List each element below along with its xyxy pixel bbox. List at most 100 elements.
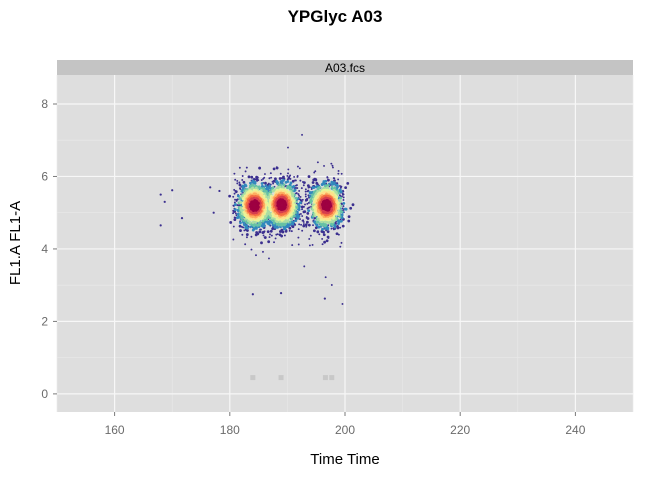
data-point [263, 236, 267, 239]
data-point [244, 184, 248, 188]
data-point [288, 220, 292, 224]
data-point [240, 203, 243, 206]
grid [56, 75, 634, 412]
data-point [240, 189, 244, 193]
data-point [314, 226, 318, 230]
data-point [312, 186, 316, 189]
data-point [284, 229, 288, 233]
data-point [284, 184, 287, 187]
data-point [306, 184, 310, 188]
data-point [339, 245, 342, 248]
data-point [291, 244, 294, 247]
data-point [299, 195, 302, 198]
data-point [337, 211, 341, 214]
data-point [266, 230, 270, 234]
data-point [233, 172, 236, 175]
data-point [341, 207, 344, 210]
data-point [307, 190, 309, 192]
outlier-point [159, 224, 162, 227]
data-point [268, 236, 271, 239]
data-point [272, 182, 275, 185]
data-point [241, 233, 244, 236]
y-tick-label: 0 [41, 387, 48, 401]
data-point [316, 230, 320, 234]
data-point [302, 224, 306, 228]
data-point [351, 203, 355, 207]
data-point [326, 176, 329, 179]
data-point [307, 201, 310, 204]
data-point [306, 202, 309, 205]
data-point [258, 166, 262, 170]
data-point [270, 234, 273, 237]
data-point [245, 224, 249, 228]
x-tick-label: 160 [105, 423, 125, 437]
data-point [309, 234, 312, 237]
data-point [240, 225, 243, 228]
data-point [270, 176, 273, 179]
data-point [232, 195, 235, 198]
data-point [341, 192, 344, 195]
data-point [298, 223, 301, 226]
zero-marker [329, 375, 335, 381]
ticks: 160 180 200 220 240 0 2 4 6 8 [41, 97, 585, 437]
data-point [347, 215, 351, 219]
data-point [250, 235, 253, 238]
data-point [316, 220, 320, 224]
data-point [340, 241, 343, 244]
data-point [228, 194, 232, 198]
data-point [263, 173, 266, 175]
data-point [301, 219, 304, 222]
data-point [258, 230, 262, 234]
data-point [306, 212, 310, 215]
x-tick-label: 220 [450, 423, 470, 437]
data-point [299, 179, 302, 182]
data-point [342, 196, 345, 199]
data-point [234, 178, 237, 181]
data-point [307, 186, 310, 189]
data-point [337, 178, 340, 181]
y-tick-label: 6 [41, 169, 48, 183]
data-point [325, 229, 328, 232]
data-point [302, 221, 305, 223]
data-point [304, 193, 307, 196]
data-point [303, 265, 306, 268]
data-point [235, 199, 238, 202]
data-point [339, 226, 342, 229]
data-point [275, 166, 279, 170]
outlier-point [209, 186, 212, 189]
data-point [336, 225, 339, 228]
data-point [299, 213, 302, 215]
data-point [290, 217, 293, 221]
data-point [238, 224, 242, 228]
data-point [313, 220, 317, 224]
data-point [300, 187, 303, 190]
data-point [336, 182, 339, 185]
data-point [232, 225, 235, 228]
data-point [347, 219, 351, 223]
data-point [334, 221, 337, 224]
data-point [337, 169, 340, 172]
data-point [280, 203, 284, 207]
data-point [255, 254, 257, 257]
data-point [287, 176, 291, 180]
data-point [290, 230, 293, 233]
data-point [268, 177, 271, 180]
data-point [297, 236, 300, 239]
data-point [324, 276, 327, 279]
data-point [262, 177, 265, 180]
data-point [330, 284, 333, 286]
data-point [297, 193, 300, 196]
data-point [298, 189, 301, 192]
data-point [322, 233, 326, 237]
data-point [247, 175, 251, 179]
outlier-point [180, 217, 184, 220]
data-point [229, 221, 233, 224]
data-point [307, 206, 310, 209]
data-point [304, 223, 308, 227]
data-point [288, 226, 292, 230]
data-point [263, 189, 266, 193]
data-point [233, 201, 236, 204]
data-point [238, 181, 241, 184]
data-point [236, 204, 239, 207]
data-point [326, 230, 330, 234]
